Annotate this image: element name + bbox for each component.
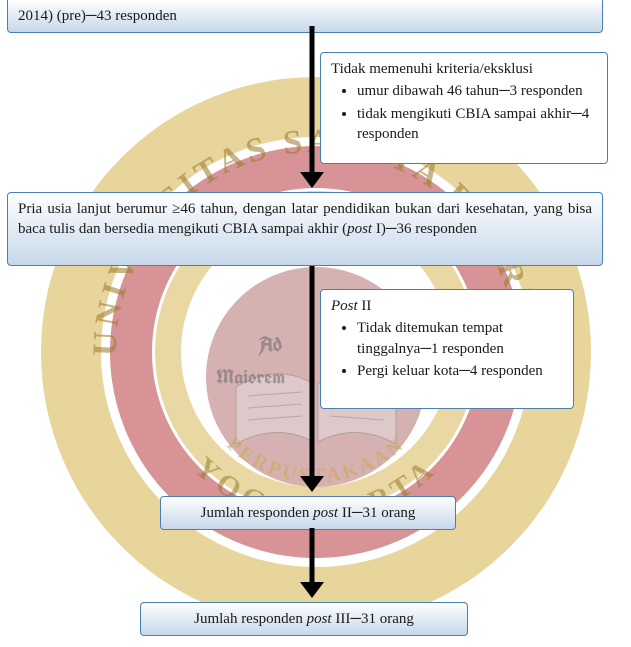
exclusion1-list: umur dibawah 46 tahun─3 responden tidak … [331,81,597,144]
arrow-post2-to-post3 [300,528,324,598]
exclusion2-item: Pergi keluar kota─4 responden [357,361,563,381]
arrow-post1-to-post2 [300,266,324,492]
node-post-1: Pria usia lanjut berumur ≥46 tahun, deng… [7,192,603,266]
node-exclusion-2: Post II Post II Tidak ditemukan tempat t… [320,289,574,409]
exclusion1-item: umur dibawah 46 tahun─3 responden [357,81,597,101]
node-post1-text: Pria usia lanjut berumur ≥46 tahun, deng… [18,201,592,237]
exclusion1-title: Tidak memenuhi kriteria/eksklusi [331,59,597,79]
exclusion1-item: tidak mengikuti CBIA sampai akhir─4 resp… [357,104,597,145]
node-post3-text: Jumlah responden post III─31 orang [194,611,414,627]
node-pre-text: 2014) (pre)─43 responden [18,8,177,24]
exclusion2-list: Tidak ditemukan tempat tinggalnya─1 resp… [331,318,563,381]
node-post-3: Jumlah responden post III─31 orang Jumla… [140,602,468,636]
exclusion2-item: Tidak ditemukan tempat tinggalnya─1 resp… [357,318,563,359]
arrow-pre-to-post1 [300,26,324,188]
node-exclusion-1: Tidak memenuhi kriteria/eksklusi umur di… [320,52,608,164]
node-post-2: Jumlah responden post II─31 orang Jumlah… [160,496,456,530]
exclusion2-title: Post II [331,296,563,316]
node-post2-text: Jumlah responden post II─31 orang [201,505,416,521]
